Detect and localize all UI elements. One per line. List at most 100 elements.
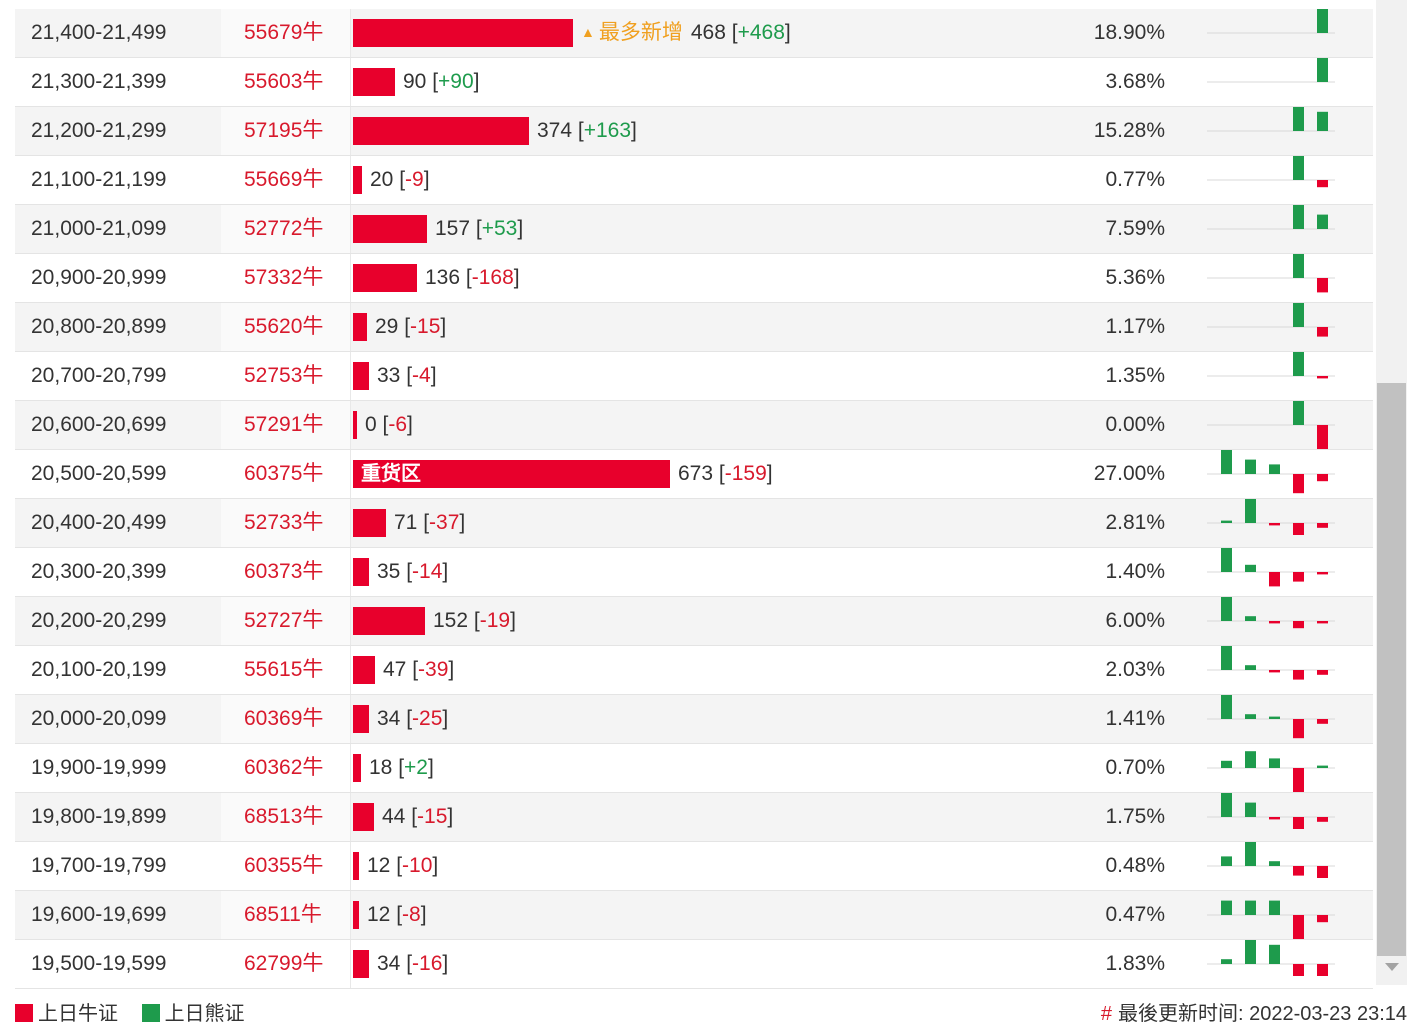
table-row[interactable]: 20,800-20,899 55620牛 29 [-15] 1.17%: [15, 303, 1373, 352]
sparkline-bar: [1269, 716, 1280, 719]
table-row[interactable]: 20,300-20,399 60373牛 35 [-14] 1.40%: [15, 548, 1373, 597]
sparkline-bar: [1293, 964, 1304, 976]
history-sparkline: [1207, 597, 1337, 645]
sparkline-bar: [1317, 866, 1328, 878]
cbbc-code-link[interactable]: 60373牛: [221, 548, 350, 596]
count-text: 12 [-8]: [367, 903, 427, 926]
count-change: +468: [737, 21, 785, 44]
history-sparkline: [1207, 401, 1337, 449]
count-bar: [353, 656, 375, 684]
cbbc-code-link[interactable]: 60375牛: [221, 450, 350, 498]
count-bar: [353, 803, 374, 831]
sparkline-chart: [1207, 695, 1335, 739]
table-row[interactable]: 20,200-20,299 52727牛 152 [-19] 6.00%: [15, 597, 1373, 646]
sparkline-bar: [1317, 572, 1328, 575]
cbbc-code-link[interactable]: 60355牛: [221, 842, 350, 890]
count-value: 20: [370, 168, 394, 191]
cbbc-code-link[interactable]: 52772牛: [221, 205, 350, 253]
history-sparkline: [1207, 450, 1337, 498]
price-range: 20,000-20,099: [31, 707, 167, 730]
count-change: +90: [438, 70, 474, 93]
sparkline-bar: [1245, 802, 1256, 817]
count-value: 18: [369, 756, 393, 779]
table-row[interactable]: 19,900-19,999 60362牛 18 [+2] 0.70%: [15, 744, 1373, 793]
percentage: 1.83%: [1105, 952, 1165, 975]
sparkline-bar: [1317, 915, 1328, 923]
cbbc-code-link[interactable]: 55615牛: [221, 646, 350, 694]
sparkline-chart: [1207, 499, 1335, 535]
sparkline-chart: [1207, 793, 1335, 829]
count-text: 34 [-16]: [377, 952, 449, 975]
table-row[interactable]: 20,400-20,499 52733牛 71 [-37] 2.81%: [15, 499, 1373, 548]
percentage: 2.03%: [1105, 658, 1165, 681]
table-row[interactable]: 20,900-20,999 57332牛 136 [-168] 5.36%: [15, 254, 1373, 303]
table-row[interactable]: 19,700-19,799 60355牛 12 [-10] 0.48%: [15, 842, 1373, 891]
table-row[interactable]: 19,500-19,599 62799牛 34 [-16] 1.83%: [15, 940, 1373, 989]
count-bar-cell: 18 [+2]: [350, 744, 991, 792]
cbbc-code-link[interactable]: 57291牛: [221, 401, 350, 449]
cbbc-code-link[interactable]: 52753牛: [221, 352, 350, 400]
price-range: 20,100-20,199: [31, 658, 167, 681]
sparkline-bar: [1221, 548, 1232, 572]
scroll-down-arrow-icon[interactable]: [1385, 963, 1399, 971]
cbbc-code-link[interactable]: 68511牛: [221, 891, 350, 939]
cbbc-code-link[interactable]: 62799牛: [221, 940, 350, 988]
sparkline-bar: [1221, 856, 1232, 866]
percentage: 1.40%: [1105, 560, 1165, 583]
count-text: 0 [-6]: [365, 413, 413, 436]
cbbc-code-link[interactable]: 57195牛: [221, 107, 350, 155]
count-change: -159: [724, 462, 767, 485]
count-text: 44 [-15]: [382, 805, 454, 828]
heavy-zone-label: 重货区: [361, 463, 421, 485]
table-row[interactable]: 21,400-21,499 55679牛 ▲ 最多新增 468 [+468] 18.90%: [15, 9, 1373, 58]
sparkline-bar: [1269, 621, 1280, 624]
cbbc-code-link[interactable]: 55603牛: [221, 58, 350, 106]
hash-icon: #: [1100, 1003, 1112, 1025]
count-text: 152 [-19]: [433, 609, 516, 632]
table-row[interactable]: 21,100-21,199 55669牛 20 [-9] 0.77%: [15, 156, 1373, 205]
history-sparkline: [1207, 205, 1337, 253]
percentage: 0.47%: [1105, 903, 1165, 926]
sparkline-bar: [1245, 751, 1256, 768]
cbbc-code-link[interactable]: 52727牛: [221, 597, 350, 645]
sparkline-bar: [1293, 768, 1304, 792]
count-text: 374 [+163]: [537, 119, 637, 142]
count-bar: [353, 754, 361, 782]
count-bar-cell: 157 [+53]: [350, 205, 991, 253]
legend-bear-label: 上日熊证: [164, 1003, 245, 1025]
count-change: -168: [471, 266, 514, 289]
table-row[interactable]: 19,600-19,699 68511牛 12 [-8] 0.47%: [15, 891, 1373, 940]
count-bar: 重货区: [353, 460, 670, 488]
table-row[interactable]: 20,600-20,699 57291牛 0 [-6] 0.00%: [15, 401, 1373, 450]
table-row[interactable]: 20,700-20,799 52753牛 33 [-4] 1.35%: [15, 352, 1373, 401]
price-range: 21,000-21,099: [31, 217, 167, 240]
table-row[interactable]: 20,500-20,599 60375牛 重货区 673 [-159] 27.00%: [15, 450, 1373, 499]
sparkline-bar: [1269, 944, 1280, 964]
sparkline-bar: [1245, 940, 1256, 964]
cbbc-code-link[interactable]: 52733牛: [221, 499, 350, 547]
table-row[interactable]: 20,100-20,199 55615牛 47 [-39] 2.03%: [15, 646, 1373, 695]
percentage: 27.00%: [1093, 462, 1165, 485]
percentage: 0.77%: [1105, 168, 1165, 191]
vertical-scrollbar[interactable]: [1376, 0, 1407, 985]
scrollbar-thumb[interactable]: [1377, 383, 1406, 956]
count-text: 20 [-9]: [370, 168, 430, 191]
count-bar: [353, 264, 417, 292]
cbbc-code-link[interactable]: 60362牛: [221, 744, 350, 792]
cbbc-code-link[interactable]: 68513牛: [221, 793, 350, 841]
cbbc-code-link[interactable]: 55669牛: [221, 156, 350, 204]
count-text: 35 [-14]: [377, 560, 449, 583]
table-row[interactable]: 19,800-19,899 68513牛 44 [-15] 1.75%: [15, 793, 1373, 842]
table-row[interactable]: 21,200-21,299 57195牛 374 [+163] 15.28%: [15, 107, 1373, 156]
cbbc-code-link[interactable]: 55679牛: [221, 9, 350, 57]
table-row[interactable]: 20,000-20,099 60369牛 34 [-25] 1.41%: [15, 695, 1373, 744]
count-value: 12: [367, 854, 391, 877]
cbbc-code-link[interactable]: 60369牛: [221, 695, 350, 743]
table-row[interactable]: 21,000-21,099 52772牛 157 [+53] 7.59%: [15, 205, 1373, 254]
count-bar: [353, 411, 357, 439]
cbbc-code-link[interactable]: 57332牛: [221, 254, 350, 302]
price-range: 20,700-20,799: [31, 364, 167, 387]
table-row[interactable]: 21,300-21,399 55603牛 90 [+90] 3.68%: [15, 58, 1373, 107]
cbbc-code-link[interactable]: 55620牛: [221, 303, 350, 351]
sparkline-bar: [1317, 719, 1328, 724]
